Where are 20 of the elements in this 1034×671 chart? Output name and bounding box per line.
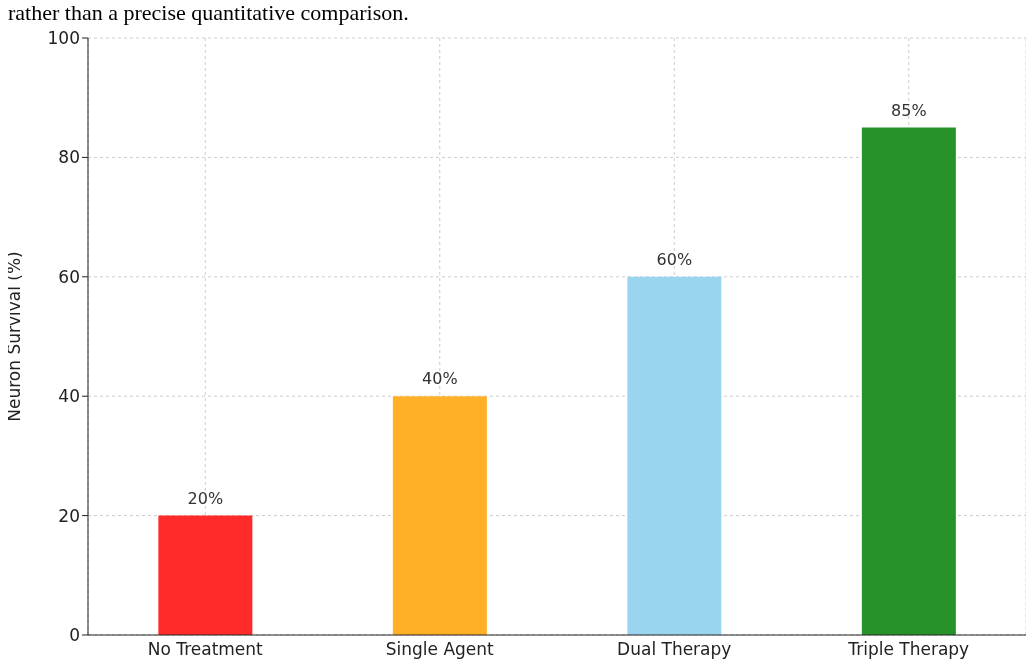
x-tick-label: Triple Therapy [847, 639, 970, 660]
data-label: 40% [422, 369, 458, 389]
x-tick-label: Single Agent [385, 639, 495, 660]
y-axis-title: Neuron Survival (%) [4, 251, 25, 422]
x-tick-label: Dual Therapy [617, 639, 732, 660]
y-tick-label: 20 [58, 505, 80, 526]
bar [627, 276, 722, 635]
bar [158, 515, 253, 635]
y-tick-label: 0 [69, 625, 80, 646]
data-label: 60% [656, 249, 693, 269]
y-tick-label: 60 [58, 266, 80, 287]
y-tick-label: 80 [58, 147, 80, 168]
x-tick-label: No Treatment [147, 639, 264, 660]
y-tick-label: 100 [47, 28, 80, 49]
y-tick-label: 40 [58, 386, 80, 407]
data-label: 20% [187, 488, 224, 508]
bar [861, 127, 956, 635]
text: rather than a precise quantitative comparison. [8, 0, 409, 26]
data-label: 85% [891, 100, 927, 120]
bar [392, 396, 487, 635]
